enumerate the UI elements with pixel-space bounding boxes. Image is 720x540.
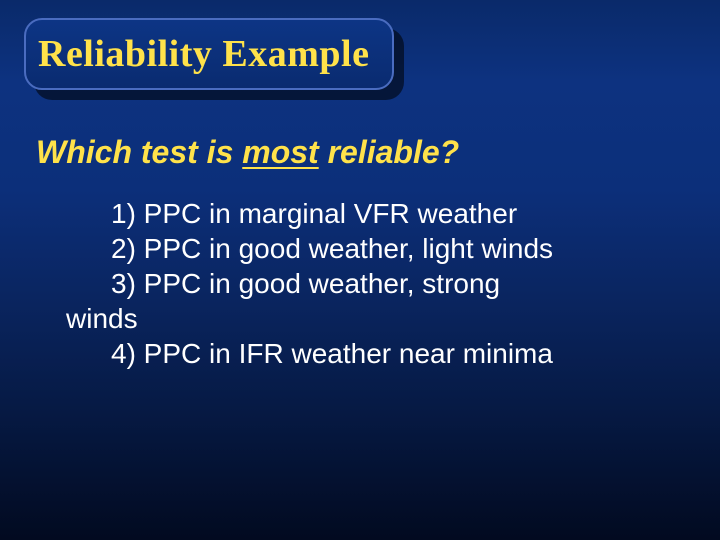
option-3-line2: winds [66,301,680,336]
slide-subtitle: Which test is most reliable? [36,134,459,171]
subtitle-emphasis: most [242,134,318,170]
slide-title: Reliability Example [38,32,369,76]
subtitle-suffix: reliable? [319,134,460,170]
options-block: 1) PPC in marginal VFR weather 2) PPC in… [66,196,680,371]
option-2: 2) PPC in good weather, light winds [66,231,680,266]
title-box: Reliability Example [24,18,394,90]
option-4: 4) PPC in IFR weather near minima [66,336,680,371]
subtitle-prefix: Which test is [36,134,242,170]
option-3-line1: 3) PPC in good weather, strong [66,266,680,301]
option-1: 1) PPC in marginal VFR weather [66,196,680,231]
title-inner: Reliability Example [24,18,394,90]
